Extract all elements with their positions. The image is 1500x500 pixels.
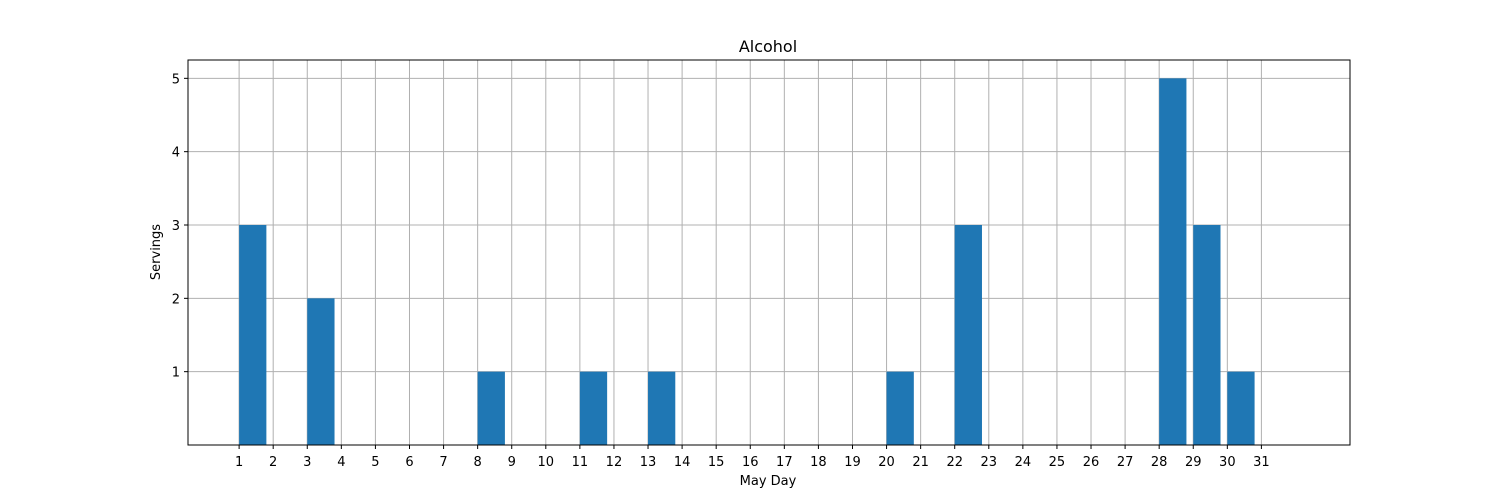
bar-day-11	[579, 371, 608, 445]
bar-day-13	[648, 371, 676, 445]
x-tick-label: 20	[878, 455, 895, 470]
x-tick-label: 14	[674, 455, 691, 470]
x-tick-label: 6	[405, 455, 413, 470]
x-tick-label: 5	[371, 455, 379, 470]
y-axis-label: Servings	[149, 224, 164, 280]
y-tick-label: 4	[172, 146, 180, 161]
x-tick-label: 24	[1015, 455, 1032, 470]
x-tick-label: 21	[912, 455, 929, 470]
x-tick-label: 3	[303, 455, 311, 470]
x-tick-label: 26	[1083, 455, 1100, 470]
bar-day-1	[239, 225, 267, 445]
x-tick-label: 19	[844, 455, 861, 470]
x-tick-label: 29	[1185, 455, 1202, 470]
x-tick-label: 16	[742, 455, 759, 470]
x-tick-label: 15	[708, 455, 725, 470]
x-tick-label: 28	[1151, 455, 1168, 470]
bar-day-8	[477, 371, 505, 445]
y-tick-label: 5	[172, 72, 180, 87]
x-tick-label: 9	[508, 455, 516, 470]
x-tick-label: 11	[572, 455, 589, 470]
x-tick-label: 17	[776, 455, 793, 470]
chart-title: Alcohol	[739, 37, 797, 56]
x-tick-label: 23	[981, 455, 998, 470]
bar-day-29	[1193, 225, 1221, 445]
x-tick-label: 18	[810, 455, 827, 470]
x-tick-label: 25	[1049, 455, 1066, 470]
x-tick-label: 8	[474, 455, 482, 470]
x-tick-label: 12	[606, 455, 623, 470]
y-tick-label: 2	[172, 292, 180, 307]
y-axis-ticks: 1 2 3 4 5	[172, 72, 188, 381]
bar-day-22	[954, 225, 982, 445]
x-tick-label: 30	[1219, 455, 1236, 470]
x-tick-label: 4	[337, 455, 345, 470]
x-tick-label: 2	[269, 455, 277, 470]
plot-frame	[187, 59, 1351, 446]
x-tick-label: 22	[946, 455, 963, 470]
x-tick-label: 13	[640, 455, 657, 470]
x-tick-label: 31	[1253, 455, 1270, 470]
y-tick-label: 3	[172, 219, 180, 234]
x-tick-label: 27	[1117, 455, 1134, 470]
x-axis-ticks: 1 2 3 4 5 6 7 8 9 10 11 12 13 14 15 16 17 18 19 20 21 22 23 24 2…	[235, 445, 1270, 470]
x-tick-label: 10	[538, 455, 555, 470]
x-tick-label: 1	[235, 455, 243, 470]
bar-day-28	[1159, 78, 1187, 445]
x-axis-label: May Day	[740, 474, 797, 489]
y-tick-label: 1	[172, 366, 180, 381]
x-tick-label: 7	[439, 455, 447, 470]
bars	[239, 78, 1255, 445]
bar-day-3	[307, 298, 335, 445]
bar-day-20	[886, 371, 914, 445]
bar-day-30	[1227, 371, 1255, 445]
